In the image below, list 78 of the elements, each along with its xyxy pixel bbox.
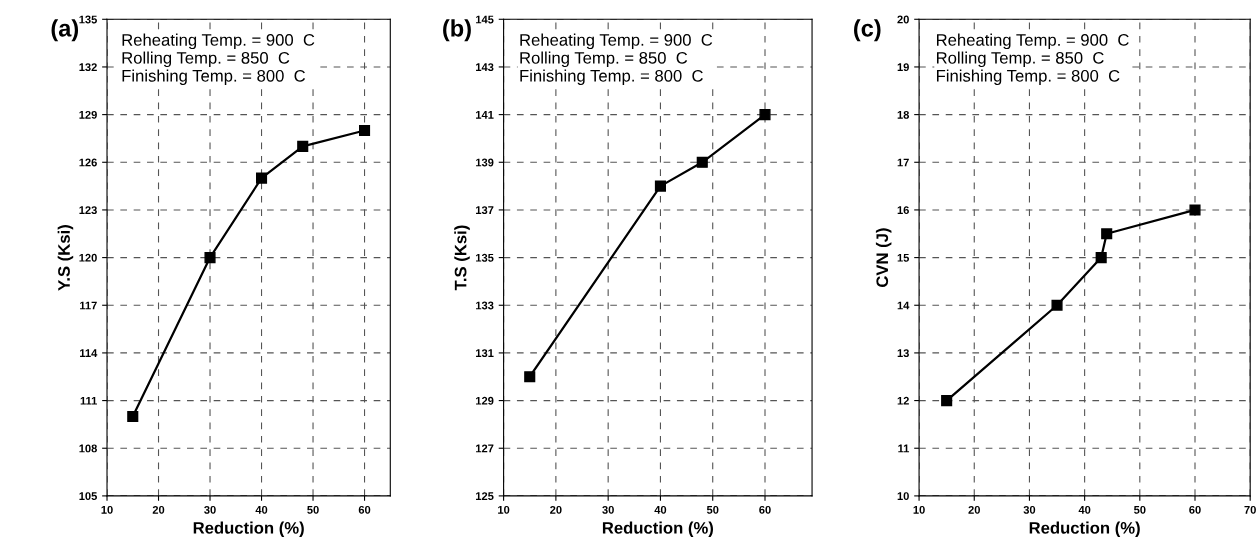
point xyxy=(1101,228,1113,240)
y-tick-label: 20 xyxy=(897,15,909,24)
y-tick-label: 16 xyxy=(897,206,909,215)
y-tick-label: 129 xyxy=(476,396,494,405)
point xyxy=(1095,252,1107,264)
x-tick-label: 50 xyxy=(307,505,319,514)
point xyxy=(524,371,536,383)
x-tick-label: 20 xyxy=(550,505,562,514)
x-tick-label: 50 xyxy=(1133,505,1146,514)
chart-title: (a) xyxy=(51,19,79,42)
y-tick-label: 131 xyxy=(476,349,494,358)
point xyxy=(654,180,666,192)
annotation: Reheating Temp. = 900 C Rolling Temp. = 850 C Finishing Temp. = 800 C xyxy=(520,33,713,86)
chart-title: (b) xyxy=(443,19,471,42)
y-tick-label: 139 xyxy=(476,158,494,167)
y-tick-label: 10 xyxy=(897,492,909,501)
y-tick-label: 123 xyxy=(79,206,97,215)
y-tick-label: 135 xyxy=(476,253,494,262)
point xyxy=(1051,299,1063,311)
point xyxy=(204,252,216,264)
y-tick-label: 129 xyxy=(79,110,97,119)
x-tick-label: 60 xyxy=(1189,505,1201,514)
y-tick-label: 15 xyxy=(897,253,910,262)
x-tick-label: 30 xyxy=(602,505,614,514)
x-tick-label: 10 xyxy=(498,505,510,514)
y-tick-label: 127 xyxy=(476,444,494,453)
y-tick-label: 143 xyxy=(476,63,494,72)
point xyxy=(696,156,708,168)
y-axis-title: Y.S (Ksi) xyxy=(57,225,74,291)
x-tick-label: 20 xyxy=(968,505,980,514)
point xyxy=(255,172,268,184)
y-tick-label: 108 xyxy=(79,444,97,453)
x-tick-label: 40 xyxy=(654,505,667,514)
y-axis-title: CVN (J) xyxy=(875,228,892,287)
x-tick-label: 50 xyxy=(706,505,719,514)
y-tick-label: 135 xyxy=(79,15,97,24)
y-tick-label: 14 xyxy=(897,301,910,310)
y-tick-label: 19 xyxy=(897,63,909,72)
y-tick-label: 11 xyxy=(898,444,910,453)
x-tick-label: 10 xyxy=(913,505,925,514)
y-tick-label: 17 xyxy=(897,158,909,167)
y-tick-label: 132 xyxy=(79,63,97,72)
point xyxy=(358,124,371,137)
point xyxy=(759,109,771,121)
x-tick-label: 20 xyxy=(152,505,165,514)
y-tick-label: 120 xyxy=(79,253,97,262)
annotation: Reheating Temp. = 900 C Rolling Temp. = 850 C Finishing Temp. = 800 C xyxy=(936,33,1129,86)
x-tick-label: 40 xyxy=(255,505,268,514)
point xyxy=(941,395,953,407)
point xyxy=(127,410,139,423)
x-tick-label: 30 xyxy=(1023,505,1036,514)
y-tick-label: 111 xyxy=(80,396,97,405)
chart-title: (c) xyxy=(854,19,881,42)
x-tick-label: 40 xyxy=(1078,505,1091,514)
y-tick-label: 137 xyxy=(476,206,494,215)
x-tick-label: 60 xyxy=(358,505,371,514)
x-tick-label: 10 xyxy=(101,505,113,514)
x-tick-label: 70 xyxy=(1244,505,1256,514)
y-tick-label: 125 xyxy=(476,492,494,501)
point xyxy=(1189,204,1201,216)
y-tick-label: 126 xyxy=(79,158,97,167)
y-tick-label: 105 xyxy=(79,492,97,501)
x-axis-title: Reduction (%) xyxy=(1029,521,1140,538)
y-axis-title: T.S (Ksi) xyxy=(454,225,470,291)
x-tick-label: 30 xyxy=(204,505,216,514)
y-tick-label: 145 xyxy=(476,15,494,24)
x-axis-title: Reduction (%) xyxy=(193,521,304,538)
x-tick-label: 60 xyxy=(759,505,771,514)
point xyxy=(297,140,309,152)
y-tick-label: 117 xyxy=(80,301,97,310)
y-tick-label: 133 xyxy=(476,301,494,310)
annotation: Reheating Temp. = 900 C Rolling Temp. = 850 C Finishing Temp. = 800 C xyxy=(122,33,315,86)
y-tick-label: 141 xyxy=(476,110,494,119)
y-tick-label: 12 xyxy=(897,396,909,405)
y-tick-label: 114 xyxy=(80,349,98,357)
x-axis-title: Reduction (%) xyxy=(602,521,714,538)
y-tick-label: 13 xyxy=(897,349,909,358)
y-tick-label: 18 xyxy=(897,110,910,119)
